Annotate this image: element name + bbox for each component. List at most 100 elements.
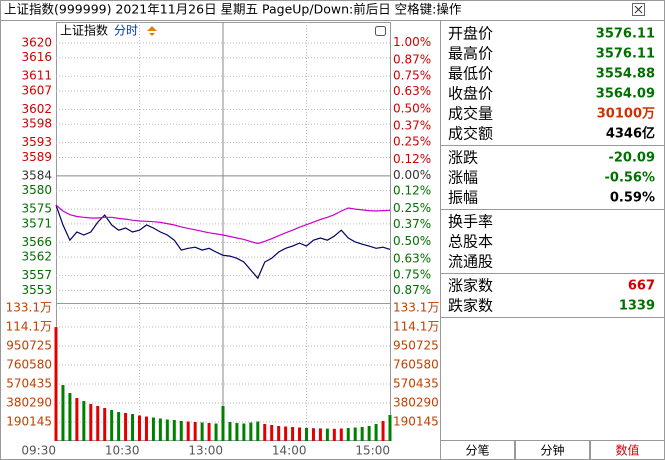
volume-tick-label-right: 380290 <box>393 396 439 410</box>
volume-bar <box>284 426 288 441</box>
volume-bar <box>249 422 253 441</box>
chart-subtitle[interactable]: 分时 <box>114 24 138 38</box>
volume-bar <box>54 327 58 441</box>
x-tick-label: 15:00 <box>355 444 390 458</box>
volume-tick-label-right: 133.1万 <box>393 301 439 315</box>
volume-bar <box>360 427 364 441</box>
y2-tick-label: 0.87% <box>393 283 431 297</box>
price-line <box>55 204 391 245</box>
quote-value: 3564.09 <box>596 87 655 102</box>
volume-bar <box>158 418 162 441</box>
volume-bar <box>82 401 86 441</box>
volume-bar <box>311 428 315 441</box>
y-tick-label: 3593 <box>21 135 52 149</box>
volume-bar <box>172 420 176 441</box>
volume-bar <box>291 427 295 441</box>
y2-tick-label: 0.63% <box>393 251 431 265</box>
tab-label[interactable]: 分钟 <box>540 443 564 458</box>
quote-label: 振幅 <box>448 189 478 207</box>
y-tick-label: 3566 <box>21 235 52 249</box>
quote-label: 换手率 <box>448 213 493 231</box>
volume-bar <box>346 428 350 441</box>
quote-label: 开盘价 <box>448 25 493 43</box>
volume-bar <box>277 426 281 441</box>
window-title: 上证指数(999999) 2021年11月26日 星期五 PageUp/Down… <box>4 2 462 17</box>
y2-tick-label: 0.50% <box>393 101 431 115</box>
y-tick-label: 3562 <box>21 250 52 264</box>
volume-bar <box>117 412 121 441</box>
quote-value: 1339 <box>619 299 655 314</box>
y2-tick-label: 0.75% <box>393 267 431 281</box>
settings-icon[interactable] <box>147 26 157 36</box>
volume-bar <box>138 415 141 441</box>
y-tick-label: 3620 <box>21 35 52 49</box>
quote-value: 667 <box>628 279 655 294</box>
y2-tick-label: 0.00% <box>393 168 431 182</box>
volume-bar <box>124 413 128 441</box>
y2-tick-label: 0.50% <box>393 234 431 248</box>
quote-label: 涨跌 <box>448 149 478 167</box>
volume-bar <box>339 428 343 441</box>
y2-tick-label: 0.25% <box>393 201 431 215</box>
quote-label: 成交量 <box>448 105 493 123</box>
volume-tick-label: 570435 <box>6 377 52 391</box>
volume-bar <box>68 393 72 441</box>
close-icon <box>634 5 643 14</box>
volume-bar <box>103 408 107 441</box>
volume-bar <box>374 424 378 441</box>
volume-bar <box>228 422 232 441</box>
volume-bar <box>221 406 225 441</box>
y2-tick-label: 0.37% <box>393 217 431 231</box>
y-tick-label: 3598 <box>21 117 52 131</box>
volume-bar <box>305 428 308 441</box>
y2-tick-label: 0.37% <box>393 119 431 133</box>
y2-tick-label: 0.63% <box>393 84 431 98</box>
volume-bar <box>61 385 65 441</box>
quote-value: -0.56% <box>605 171 656 186</box>
toggle-icon[interactable] <box>375 26 386 36</box>
x-tick-label: 09:30 <box>21 444 56 458</box>
y2-tick-label: 1.00% <box>393 35 431 49</box>
y-tick-label: 3589 <box>21 150 52 164</box>
quote-value: 30100万 <box>597 107 655 122</box>
quote-value: 3554.88 <box>596 67 655 82</box>
volume-bar <box>165 419 169 441</box>
volume-bar <box>131 414 135 441</box>
quote-label: 最高价 <box>448 45 493 63</box>
volume-bar <box>144 416 148 441</box>
volume-bar <box>381 421 385 441</box>
volume-bar <box>110 410 114 441</box>
price-line <box>55 204 391 280</box>
y-tick-label: 3616 <box>21 50 52 64</box>
volume-bar <box>263 424 267 441</box>
quote-label: 总股本 <box>448 233 493 251</box>
volume-bar <box>318 428 322 441</box>
quote-value: -20.09 <box>608 151 655 166</box>
y-tick-label: 3553 <box>21 283 52 297</box>
volume-bar <box>193 422 197 441</box>
volume-bar <box>207 423 211 441</box>
quote-value: 4346亿 <box>606 126 655 142</box>
volume-bar <box>96 406 100 441</box>
chart-title: 上证指数 <box>60 23 108 38</box>
volume-tick-label: 950725 <box>6 339 52 353</box>
quote-label: 涨家数 <box>448 277 493 295</box>
volume-tick-label-right: 190145 <box>393 415 439 429</box>
y2-tick-label: 0.75% <box>393 68 431 82</box>
volume-bar <box>242 423 246 441</box>
volume-bar <box>353 427 357 441</box>
y-tick-label: 3580 <box>21 183 52 197</box>
volume-bar <box>151 417 155 441</box>
tab-label[interactable]: 分笔 <box>465 443 489 458</box>
x-tick-label: 14:00 <box>272 444 307 458</box>
volume-bar <box>270 425 274 441</box>
volume-tick-label: 380290 <box>6 396 52 410</box>
quote-label: 收盘价 <box>448 85 493 103</box>
quote-value: 3576.11 <box>596 27 655 42</box>
tab-label[interactable]: 数值 <box>615 443 639 458</box>
quote-label: 涨幅 <box>448 169 478 187</box>
volume-tick-label: 133.1万 <box>6 301 52 315</box>
quote-label: 最低价 <box>448 65 493 83</box>
